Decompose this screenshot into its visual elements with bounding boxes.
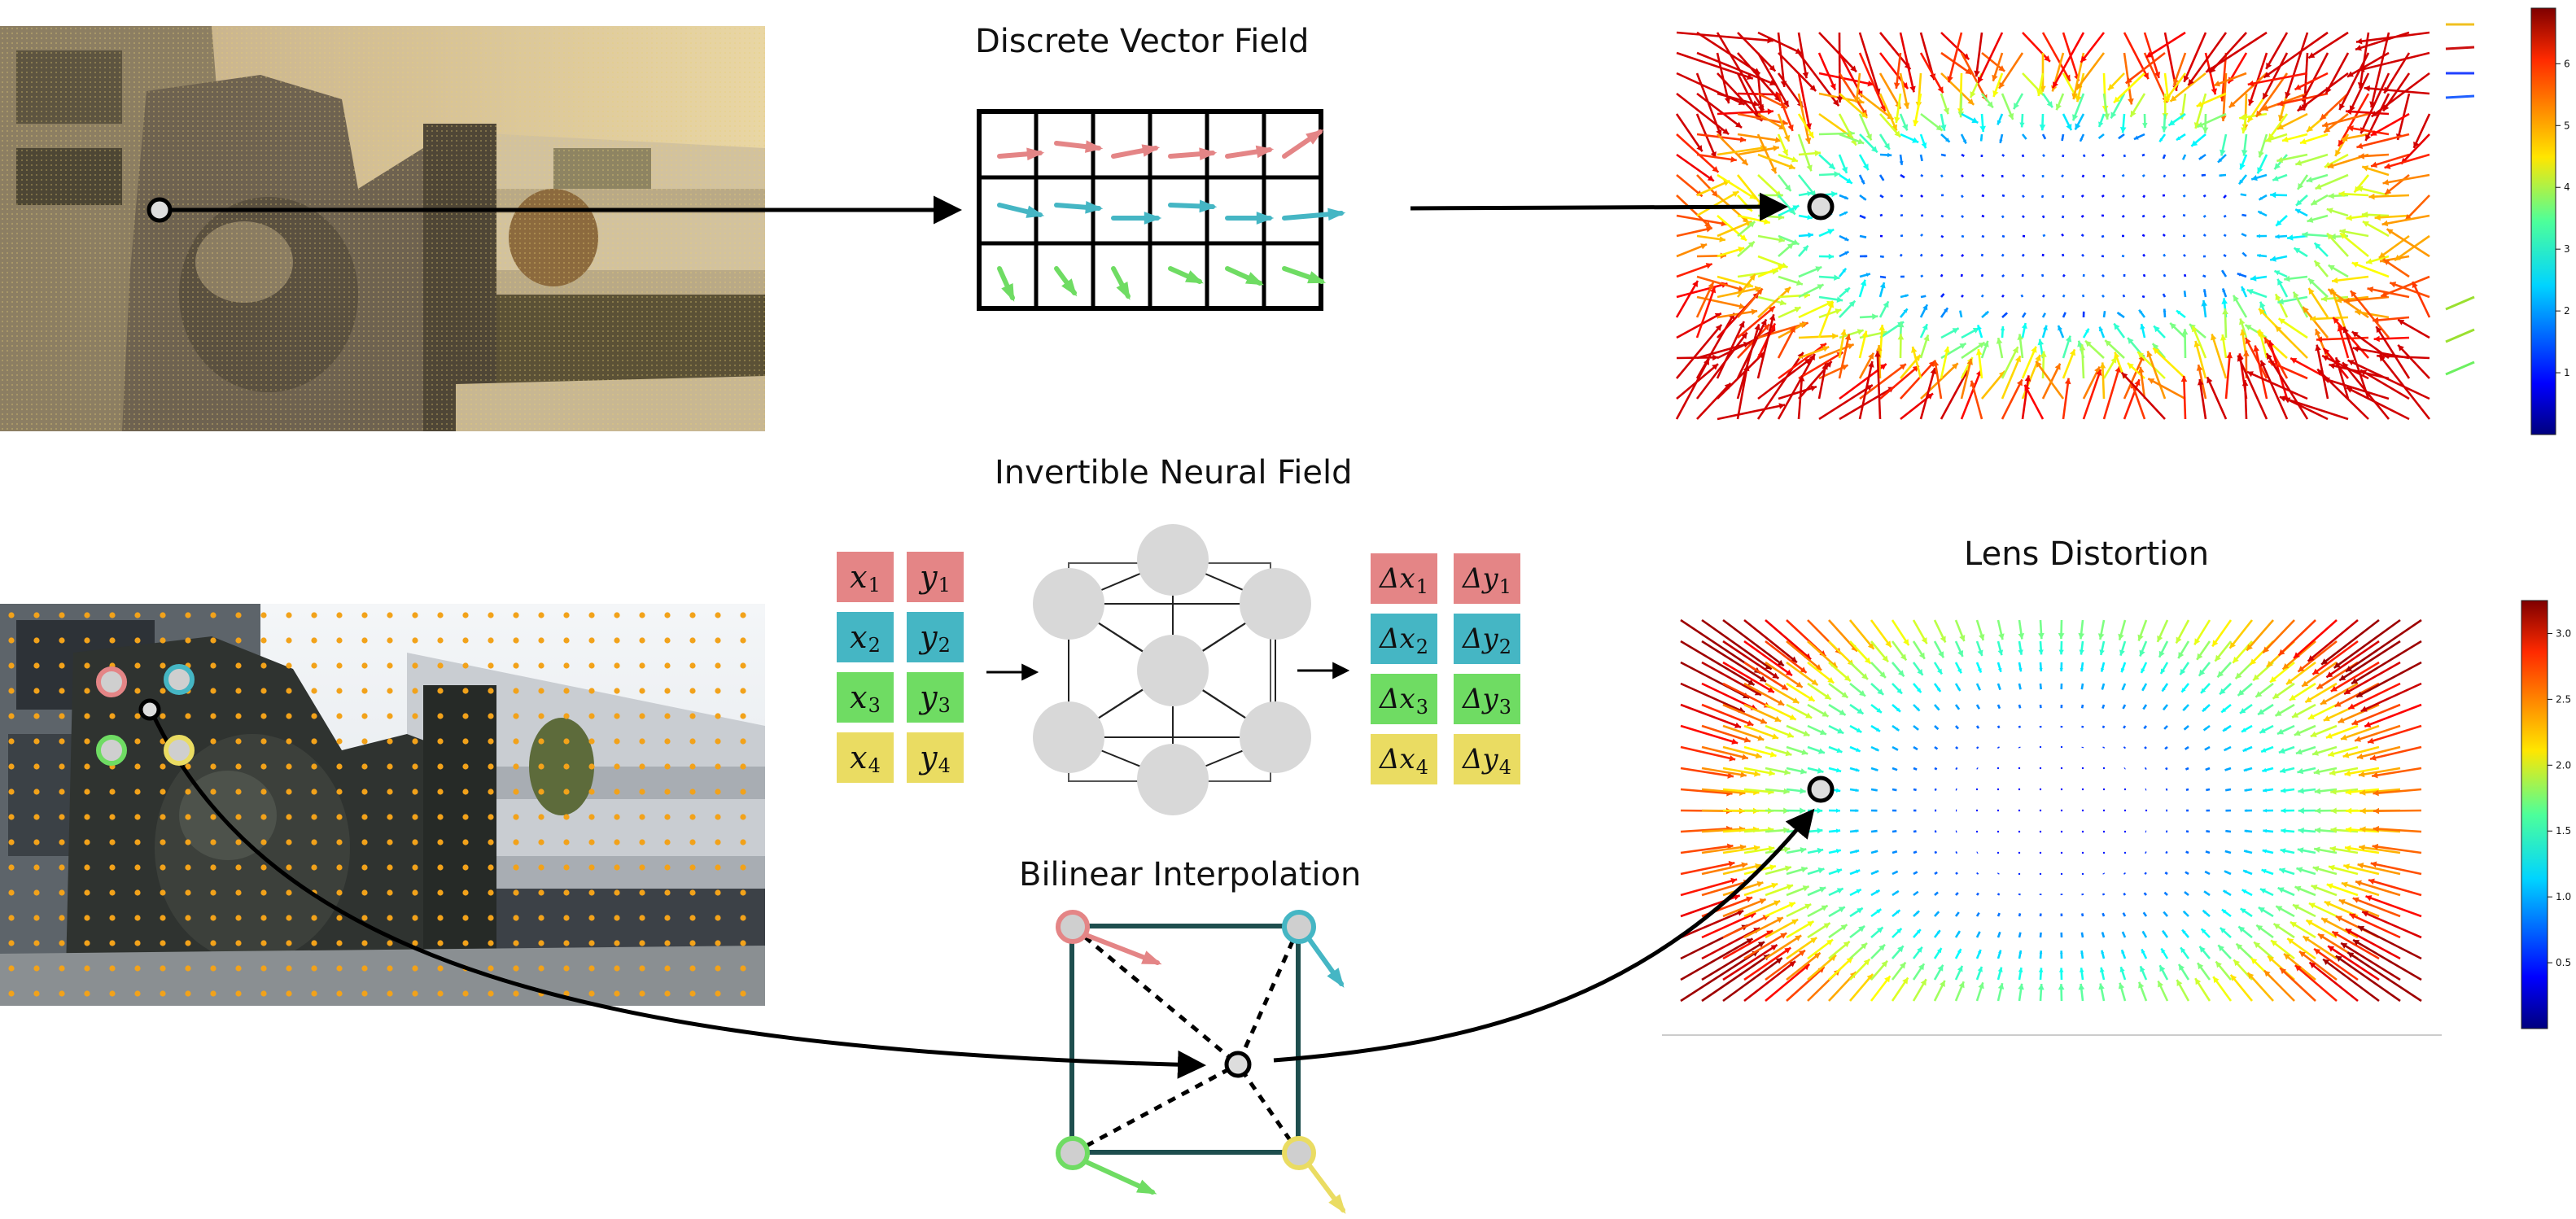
token-symbol: y (920, 740, 938, 776)
title-discrete-vector-field: Discrete Vector Field (975, 23, 1310, 60)
colorbar-tick-label: 2.5 (2556, 693, 2571, 705)
token-index: 3 (868, 694, 881, 717)
token-index: 4 (1415, 756, 1428, 779)
discrete-vector-field-plot (1675, 23, 2475, 421)
sample-point-vector-field (1807, 193, 1835, 221)
colorbar-tick-label: 1.0 (2556, 891, 2571, 902)
output-token: Δy 3 (1454, 674, 1520, 724)
output-token: Δx 2 (1371, 614, 1437, 664)
lens-distortion-plot (1680, 618, 2422, 1003)
neighbor-point-teal (164, 664, 195, 695)
output-token: Δy 1 (1454, 553, 1520, 604)
output-token: Δy 2 (1454, 614, 1520, 664)
token-symbol: x (850, 679, 868, 715)
token-symbol: y (920, 619, 938, 655)
discrete-vector-field-grid (977, 109, 1346, 311)
neighbor-point-green (96, 735, 127, 766)
token-index: 4 (938, 754, 951, 777)
token-index: 1 (938, 574, 951, 596)
colorbar-top: 1 2 3 4 5 6 (2530, 7, 2570, 435)
token-index: 4 (1498, 756, 1512, 779)
token-symbol: y (920, 559, 938, 595)
title-lens-distortion: Lens Distortion (1964, 535, 2210, 573)
title-bilinear-interpolation: Bilinear Interpolation (1019, 856, 1362, 893)
token-symbol: x (850, 740, 868, 776)
token-index: 1 (1415, 575, 1428, 598)
token-symbol: Δx (1379, 743, 1415, 776)
arrow-photo-to-bilinear (149, 710, 1206, 1079)
output-token: Δx 1 (1371, 553, 1437, 604)
colorbar-tick-label: 3 (2564, 243, 2570, 255)
token-symbol: Δx (1379, 562, 1415, 595)
title-invertible-neural-field: Invertible Neural Field (995, 454, 1353, 492)
token-index: 2 (938, 634, 951, 657)
token-index: 2 (1498, 636, 1512, 658)
arrow-bilinear-to-lens (1273, 808, 1815, 1063)
colorbar-bottom: 0.5 1.0 1.5 2.0 2.5 3.0 (2521, 600, 2571, 1029)
colorbar-tick-label: 2.0 (2556, 759, 2571, 771)
token-symbol: Δy (1462, 562, 1498, 595)
token-index: 3 (1498, 696, 1512, 719)
output-token: Δy 4 (1454, 734, 1520, 784)
sample-point-top-photo (147, 197, 173, 223)
photo-undistorted-bottom (0, 604, 765, 1006)
token-index: 2 (1415, 636, 1428, 658)
colorbar-tick-label: 2 (2564, 305, 2570, 317)
colorbar-tick-label: 6 (2564, 58, 2570, 69)
token-index: 3 (1415, 696, 1428, 719)
neural-network-diagram (1033, 524, 1311, 815)
neighbor-point-yellow (164, 735, 195, 766)
token-symbol: Δy (1462, 743, 1498, 776)
token-symbol: Δy (1462, 683, 1498, 715)
sample-point-lens-distortion (1807, 776, 1835, 803)
colorbar-tick-label: 1 (2564, 367, 2570, 378)
sample-point-bottom-photo (138, 698, 161, 721)
colorbar-tick-label: 0.5 (2556, 957, 2571, 968)
neighbor-point-red (96, 666, 127, 697)
token-symbol: x (850, 619, 868, 655)
token-symbol: Δx (1379, 683, 1415, 715)
token-index: 3 (938, 694, 951, 717)
output-token: Δx 4 (1371, 734, 1437, 784)
token-index: 1 (1498, 575, 1512, 598)
bilinear-interpolation-diagram (1056, 910, 1346, 1214)
colorbar-tick-label: 5 (2564, 120, 2570, 131)
token-symbol: y (920, 679, 938, 715)
token-symbol: Δy (1462, 623, 1498, 655)
colorbar-tick-label: 1.5 (2556, 825, 2571, 837)
token-index: 2 (868, 634, 881, 657)
token-symbol: x (850, 559, 868, 595)
colorbar-tick-label: 3.0 (2556, 627, 2571, 639)
token-index: 4 (868, 754, 881, 777)
photo-distorted-top (0, 26, 765, 431)
colorbar-tick-label: 4 (2564, 181, 2570, 193)
output-token: Δx 3 (1371, 674, 1437, 724)
arrow-grid-to-field (1410, 192, 1788, 221)
token-symbol: Δx (1379, 623, 1415, 655)
token-index: 1 (868, 574, 881, 596)
